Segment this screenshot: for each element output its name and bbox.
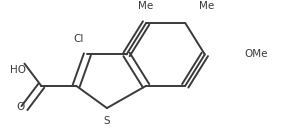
- Text: Me: Me: [199, 1, 214, 11]
- Text: OMe: OMe: [244, 49, 268, 59]
- Text: Cl: Cl: [74, 34, 84, 44]
- Text: HO: HO: [10, 65, 26, 75]
- Text: S: S: [104, 116, 110, 126]
- Text: Me: Me: [139, 1, 154, 11]
- Text: O: O: [16, 102, 24, 112]
